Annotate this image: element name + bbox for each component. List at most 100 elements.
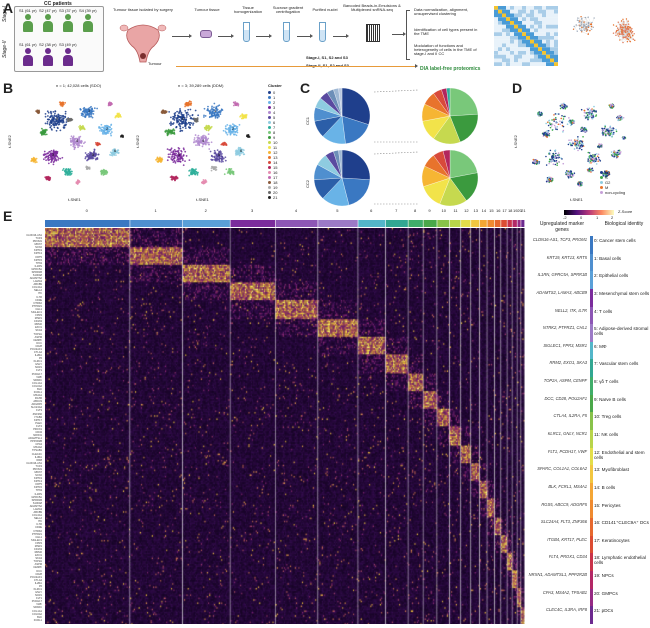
gene-label: PPP2R2B — [30, 440, 42, 444]
corr-cell — [514, 47, 518, 51]
tsne-point-cluster-0 — [57, 113, 60, 116]
corr-cell — [534, 58, 538, 63]
cell-cycle-point — [588, 155, 591, 157]
gene-label: TOP2A — [33, 332, 42, 336]
tsne-point-cluster-17 — [235, 102, 238, 105]
cell-cycle-point — [591, 113, 594, 116]
tsne-point-cluster-3 — [61, 156, 64, 159]
cell-cycle-point — [594, 155, 596, 157]
identity-color-segment — [590, 324, 593, 342]
tsne-point-cluster-4 — [196, 144, 199, 146]
tsne-point-cluster-1 — [219, 111, 222, 113]
cell-cycle-point — [567, 143, 570, 146]
tsne-point-cluster-4 — [74, 141, 77, 144]
tsne-point-cluster-0 — [52, 123, 55, 126]
gene-label: IL3RA — [34, 455, 42, 459]
corr-cell — [526, 51, 530, 55]
corr-cell — [550, 6, 554, 10]
cell-cycle-point — [617, 155, 619, 158]
gene-label: SIGLEC1 — [31, 538, 42, 542]
tsne-cluster-tag: 1 — [214, 108, 217, 113]
tsne-point-cluster-8 — [231, 171, 234, 174]
panel-a-workflow: CC patients Stage-I Stage-II S1 (61 yr) S… — [0, 0, 650, 82]
network-node — [587, 26, 590, 29]
identity-entry: 16: CD141⁺CLEC9A⁺ DCs — [594, 520, 649, 526]
cluster-legend-item: 2 — [268, 100, 277, 105]
cell-cycle-point — [532, 162, 534, 165]
network-node — [622, 18, 624, 21]
cell-cycle-point — [618, 149, 621, 152]
corr-cell — [526, 28, 530, 33]
tsne-point-cluster-9 — [45, 133, 48, 136]
tsne-point-cluster-10 — [209, 126, 212, 129]
tsne-point-cluster-5 — [213, 159, 216, 161]
identity-entry: 17: Keratinocytes — [594, 537, 630, 543]
tsne-point-cluster-19 — [215, 166, 217, 168]
corr-cell — [498, 17, 502, 21]
gene-label: VWF — [36, 603, 42, 607]
identity-color-segment — [590, 588, 593, 607]
cell-cycle-point — [550, 123, 553, 125]
tsne-point-cluster-0 — [189, 108, 192, 111]
network-node — [590, 23, 593, 26]
tsne-point-cluster-16 — [204, 180, 207, 183]
cell-cycle-point — [605, 130, 607, 133]
tsne-point-cluster-3 — [170, 157, 173, 160]
cluster-legend-dot — [268, 186, 271, 189]
tsne-point-cluster-1 — [214, 115, 217, 118]
tsne-point-cluster-21 — [246, 135, 248, 137]
tsne-point-cluster-0 — [178, 111, 180, 114]
pie-row-label-2: CC2 — [305, 179, 310, 188]
cell-cycle-point — [578, 141, 581, 143]
cell-cycle-point — [562, 129, 565, 132]
cluster-legend-item: 18 — [268, 180, 277, 185]
tsne-point-cluster-8 — [105, 173, 108, 175]
network-node — [621, 26, 623, 28]
cell-cycle-point — [582, 135, 584, 138]
tsne-point-cluster-15 — [175, 175, 178, 178]
cluster-legend-item: 3 — [268, 105, 277, 110]
identity-color-segment — [590, 377, 593, 395]
tsne-point-cluster-9 — [166, 133, 169, 136]
tsne-point-cluster-0 — [189, 124, 192, 126]
network-node — [587, 22, 590, 25]
marker-gene-entry: SLC24A4, FLT3, ZNF366 — [540, 519, 587, 525]
pie-slice — [341, 87, 371, 125]
corr-cell — [550, 47, 554, 51]
cell-cycle-point — [567, 176, 570, 179]
tsne-point-cluster-3 — [184, 160, 186, 163]
tsne-point-cluster-2 — [233, 133, 235, 136]
tsne-point-cluster-2 — [224, 130, 227, 133]
tsne-point-cluster-2 — [99, 129, 101, 132]
network-node — [620, 33, 622, 35]
cell-cycle-point — [553, 154, 555, 156]
tsne-point-cluster-1 — [214, 111, 216, 114]
cell-cycle-point — [547, 131, 550, 133]
tsne-point-cluster-3 — [166, 148, 169, 151]
tsne-point-cluster-16 — [202, 179, 205, 181]
cell-cycle-point — [591, 117, 594, 120]
tsne-point-cluster-2 — [236, 127, 239, 130]
tsne-point-cluster-0 — [177, 123, 180, 126]
corr-cell — [534, 13, 538, 18]
corr-cell — [530, 32, 534, 36]
tsne-point-cluster-7 — [67, 173, 70, 176]
network-node — [626, 25, 629, 28]
cluster-legend-label: 16 — [273, 170, 278, 175]
tsne-point-cluster-5 — [220, 159, 223, 162]
tsne-point-cluster-0 — [176, 117, 179, 120]
tsne-point-cluster-5 — [95, 157, 98, 160]
tsne-point-cluster-0 — [44, 113, 47, 115]
cluster-bar-segment — [471, 220, 480, 227]
tsne-point-cluster-4 — [72, 145, 75, 148]
cell-cycle-point — [597, 156, 600, 159]
tsne-point-cluster-1 — [206, 108, 209, 110]
network-node — [626, 30, 629, 33]
stage1-patient-icon — [22, 14, 33, 32]
cell-cycle-point — [555, 118, 557, 121]
cell-cycle-point — [580, 130, 583, 132]
cell-cycle-point — [568, 175, 571, 177]
tsne-point-cluster-2 — [104, 125, 107, 128]
tsne-point-cluster-6 — [109, 151, 112, 154]
network-edge — [618, 22, 621, 27]
